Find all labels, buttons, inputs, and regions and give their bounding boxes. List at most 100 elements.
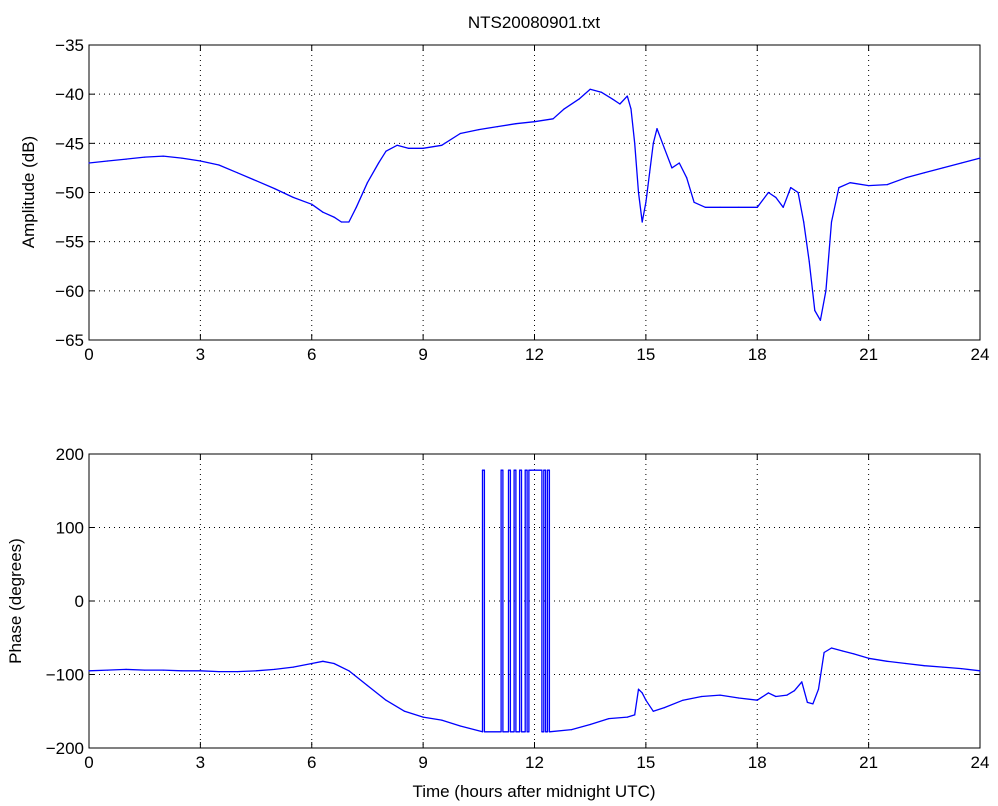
- amplitude-data-point: [756, 206, 758, 208]
- amplitude-panel: 0 3 6 9 12 15 18 21 24 −35 −40 −45 −50 −55 −60 −65 Ampl…: [19, 36, 989, 364]
- amplitude-data-point: [641, 221, 643, 223]
- amplitude-y-tick-label: −65: [55, 331, 84, 350]
- amplitude-data-point: [923, 172, 925, 174]
- amplitude-y-tick-label: −45: [55, 134, 84, 153]
- phase-data-point: [483, 469, 485, 471]
- phase-x-tick-label: 9: [418, 753, 427, 772]
- amplitude-data-point: [626, 95, 628, 97]
- amplitude-data-point: [686, 177, 688, 179]
- amplitude-y-tick-label: −40: [55, 85, 84, 104]
- amplitude-data-point: [274, 188, 276, 190]
- amplitude-grid: [89, 45, 980, 340]
- phase-x-tick-label: 18: [748, 753, 767, 772]
- phase-data-point: [756, 699, 758, 701]
- phase-data-point: [548, 731, 551, 733]
- phase-data-point: [526, 469, 528, 471]
- phase-data-point: [500, 469, 502, 471]
- phase-data-point: [548, 469, 551, 471]
- amplitude-data-point: [355, 206, 357, 208]
- phase-data-point: [513, 469, 515, 471]
- amplitude-data-point: [107, 160, 109, 162]
- phase-data-point: [905, 662, 907, 665]
- phase-data-point: [626, 716, 628, 718]
- phase-data-point: [546, 731, 549, 733]
- phase-data-point: [853, 653, 855, 655]
- amplitude-data-point: [663, 147, 666, 149]
- amplitude-x-tick-label: 15: [636, 345, 655, 364]
- phase-x-tick-label: 0: [84, 753, 93, 772]
- phase-y-tick-label: −100: [46, 666, 84, 685]
- phase-data-point: [520, 469, 523, 471]
- amplitude-data-point: [656, 128, 658, 130]
- amplitude-data-point: [333, 216, 335, 218]
- phase-data-point: [519, 469, 521, 471]
- phase-x-axis-label: Time (hours after midnight UTC): [412, 782, 655, 801]
- amplitude-data-point: [322, 211, 324, 213]
- phase-data-point: [524, 469, 526, 471]
- phase-data-point: [543, 469, 545, 471]
- phase-x-tick-label: 3: [196, 753, 205, 772]
- phase-data-point: [645, 699, 647, 701]
- phase-data-point: [923, 665, 925, 667]
- amplitude-data-point: [340, 221, 342, 223]
- amplitude-data-point: [825, 290, 827, 292]
- amplitude-y-axis-label: Amplitude (dB): [19, 136, 38, 248]
- phase-x-tick-label: 6: [307, 753, 316, 772]
- amplitude-data-point: [552, 118, 554, 120]
- amplitude-data-point: [942, 167, 944, 169]
- phase-data-point: [515, 469, 517, 471]
- phase-data-point: [608, 718, 610, 720]
- phase-data-point: [942, 666, 944, 668]
- amplitude-x-tick-label: 0: [84, 345, 93, 364]
- amplitude-data-point: [719, 206, 721, 208]
- phase-data-point: [817, 688, 820, 690]
- phase-data-point: [641, 692, 643, 694]
- phase-data-point: [663, 707, 666, 709]
- phase-data-point: [545, 731, 547, 733]
- amplitude-y-tick-label: −55: [55, 233, 84, 252]
- amplitude-data-point: [637, 191, 640, 194]
- phase-data-point: [218, 671, 220, 673]
- phase-data-point: [767, 692, 770, 694]
- amplitude-data-point: [619, 103, 621, 105]
- phase-data-point: [88, 670, 90, 672]
- amplitude-data-point: [515, 123, 517, 125]
- phase-data-point: [812, 703, 814, 705]
- amplitude-data-point: [125, 158, 127, 160]
- phase-data-point: [502, 731, 504, 733]
- amplitude-data-point: [218, 164, 220, 166]
- amplitude-data-point: [311, 203, 313, 205]
- phase-data-point: [528, 731, 530, 733]
- phase-data-point: [507, 469, 510, 471]
- phase-data-point: [507, 731, 510, 733]
- phase-data-point: [481, 469, 484, 471]
- phase-data-point: [441, 719, 443, 721]
- amplitude-data-point: [645, 201, 647, 203]
- amplitude-data-point: [797, 191, 799, 194]
- phase-y-axis-label: Phase (degrees): [6, 538, 25, 664]
- amplitude-data-point: [378, 162, 380, 164]
- phase-data-point: [868, 657, 870, 659]
- phase-data-point: [842, 650, 844, 652]
- amplitude-data-point: [704, 206, 706, 208]
- phase-data-point: [199, 670, 201, 672]
- phase-data-point: [162, 669, 164, 671]
- amplitude-data-point: [960, 162, 963, 164]
- amplitude-data-point: [905, 177, 907, 179]
- phase-data-point: [509, 469, 511, 471]
- phase-data-point: [311, 662, 313, 665]
- phase-data-point: [528, 469, 530, 471]
- amplitude-data-point: [838, 187, 840, 189]
- amplitude-data-point: [496, 126, 498, 128]
- phase-x-tick-label: 24: [971, 753, 990, 772]
- phase-data-point: [520, 731, 523, 733]
- phase-data-point: [806, 701, 809, 704]
- amplitude-data-point: [775, 196, 777, 198]
- amplitude-x-tick-label: 24: [971, 345, 990, 364]
- phase-data-point: [500, 731, 502, 733]
- amplitude-data-point: [868, 185, 870, 187]
- phase-panel: 0 3 6 9 12 15 18 21 24 200 100 0 −100 −200 Phase (deg…: [6, 445, 989, 801]
- phase-data-point: [801, 681, 803, 683]
- phase-data-point: [979, 670, 981, 672]
- phase-data-point: [701, 695, 703, 698]
